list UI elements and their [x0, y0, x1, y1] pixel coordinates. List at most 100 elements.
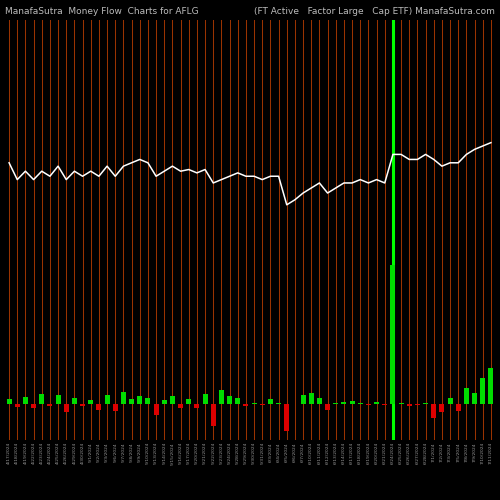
Text: 5/20/2024: 5/20/2024	[195, 442, 199, 464]
Text: 6/21/2024: 6/21/2024	[382, 442, 386, 464]
Bar	[358, 402, 362, 404]
Text: 6/3/2024: 6/3/2024	[268, 442, 272, 462]
Text: 6/7/2024: 6/7/2024	[301, 442, 305, 462]
Text: 4/24/2024: 4/24/2024	[48, 442, 52, 464]
Bar	[40, 394, 44, 404]
Bar	[154, 404, 158, 415]
Bar	[15, 404, 20, 407]
Text: 5/9/2024: 5/9/2024	[138, 442, 142, 462]
Text: 6/4/2024: 6/4/2024	[276, 442, 280, 462]
Text: 5/24/2024: 5/24/2024	[228, 442, 232, 464]
Text: 7/11/2024: 7/11/2024	[489, 442, 493, 464]
Text: 5/29/2024: 5/29/2024	[244, 442, 248, 464]
Text: 4/30/2024: 4/30/2024	[80, 442, 84, 464]
Bar	[342, 402, 346, 404]
Text: 5/22/2024: 5/22/2024	[211, 442, 215, 464]
Text: 4/25/2024: 4/25/2024	[56, 442, 60, 464]
Bar	[96, 404, 102, 409]
Bar	[407, 404, 412, 406]
Text: 6/14/2024: 6/14/2024	[342, 442, 346, 464]
Text: 5/8/2024: 5/8/2024	[130, 442, 134, 462]
Bar	[104, 395, 110, 404]
Bar	[72, 398, 77, 404]
Text: 5/6/2024: 5/6/2024	[113, 442, 117, 462]
Bar	[23, 397, 28, 404]
Bar	[6, 400, 12, 404]
Bar	[48, 404, 52, 406]
Bar	[113, 404, 117, 411]
Text: 6/13/2024: 6/13/2024	[334, 442, 338, 464]
Bar	[129, 399, 134, 404]
Bar	[268, 400, 273, 404]
Text: 5/28/2024: 5/28/2024	[236, 442, 240, 464]
Bar	[31, 404, 36, 408]
Bar	[64, 404, 68, 411]
Text: 5/1/2024: 5/1/2024	[88, 442, 92, 462]
Bar	[480, 378, 485, 404]
Text: 4/22/2024: 4/22/2024	[32, 442, 36, 464]
Text: 5/23/2024: 5/23/2024	[220, 442, 224, 464]
Bar	[382, 404, 387, 405]
Bar	[276, 403, 281, 404]
Bar	[456, 404, 460, 411]
Text: 7/9/2024: 7/9/2024	[472, 442, 476, 462]
Text: 5/14/2024: 5/14/2024	[162, 442, 166, 464]
Text: 5/21/2024: 5/21/2024	[203, 442, 207, 464]
Text: 5/30/2024: 5/30/2024	[252, 442, 256, 464]
Text: 6/12/2024: 6/12/2024	[326, 442, 330, 464]
Bar	[211, 404, 216, 426]
Bar	[398, 403, 404, 404]
Text: 7/5/2024: 7/5/2024	[456, 442, 460, 462]
Bar	[260, 404, 264, 406]
Text: 6/25/2024: 6/25/2024	[399, 442, 403, 464]
Bar	[88, 400, 93, 404]
Bar	[334, 402, 338, 404]
Bar	[236, 398, 240, 404]
Text: 5/7/2024: 5/7/2024	[122, 442, 126, 462]
Text: 7/2/2024: 7/2/2024	[440, 442, 444, 462]
Text: 5/3/2024: 5/3/2024	[105, 442, 109, 462]
Text: 4/29/2024: 4/29/2024	[72, 442, 76, 464]
Bar	[244, 404, 248, 406]
Bar	[162, 400, 166, 404]
Bar	[138, 396, 142, 404]
Text: 4/17/2024: 4/17/2024	[7, 442, 11, 464]
Text: 5/15/2024: 5/15/2024	[170, 442, 174, 464]
Bar	[366, 404, 371, 406]
Bar	[448, 398, 452, 404]
Text: 6/27/2024: 6/27/2024	[416, 442, 420, 464]
Bar	[472, 392, 477, 404]
Bar	[488, 368, 494, 405]
Text: 5/31/2024: 5/31/2024	[260, 442, 264, 464]
Text: 4/23/2024: 4/23/2024	[40, 442, 44, 464]
Bar	[121, 392, 126, 404]
Bar	[309, 392, 314, 404]
Text: 7/8/2024: 7/8/2024	[464, 442, 468, 462]
Bar	[325, 404, 330, 410]
Bar	[146, 398, 150, 404]
Bar	[227, 396, 232, 404]
Text: 5/13/2024: 5/13/2024	[154, 442, 158, 464]
Text: 4/18/2024: 4/18/2024	[15, 442, 19, 464]
Text: 5/2/2024: 5/2/2024	[97, 442, 101, 462]
Text: 5/16/2024: 5/16/2024	[178, 442, 182, 464]
Text: 7/10/2024: 7/10/2024	[480, 442, 484, 464]
Text: 6/28/2024: 6/28/2024	[424, 442, 428, 464]
Bar	[432, 404, 436, 417]
Text: (FT Active   Factor Large   Cap ETF) ManafaSutra.com: (FT Active Factor Large Cap ETF) ManafaS…	[254, 8, 495, 16]
Text: 6/6/2024: 6/6/2024	[293, 442, 297, 462]
Text: ManafaSutra  Money Flow  Charts for AFLG: ManafaSutra Money Flow Charts for AFLG	[5, 8, 198, 16]
Text: 6/19/2024: 6/19/2024	[366, 442, 370, 464]
Bar	[374, 402, 379, 404]
Bar	[56, 395, 60, 404]
Bar	[202, 394, 207, 404]
Text: 7/3/2024: 7/3/2024	[448, 442, 452, 462]
Bar	[390, 265, 396, 404]
Text: 4/19/2024: 4/19/2024	[24, 442, 28, 464]
Text: 5/17/2024: 5/17/2024	[187, 442, 191, 464]
Text: 5/10/2024: 5/10/2024	[146, 442, 150, 464]
Text: 7/1/2024: 7/1/2024	[432, 442, 436, 462]
Text: 6/24/2024: 6/24/2024	[391, 442, 395, 464]
Bar	[440, 404, 444, 411]
Text: 6/10/2024: 6/10/2024	[309, 442, 313, 464]
